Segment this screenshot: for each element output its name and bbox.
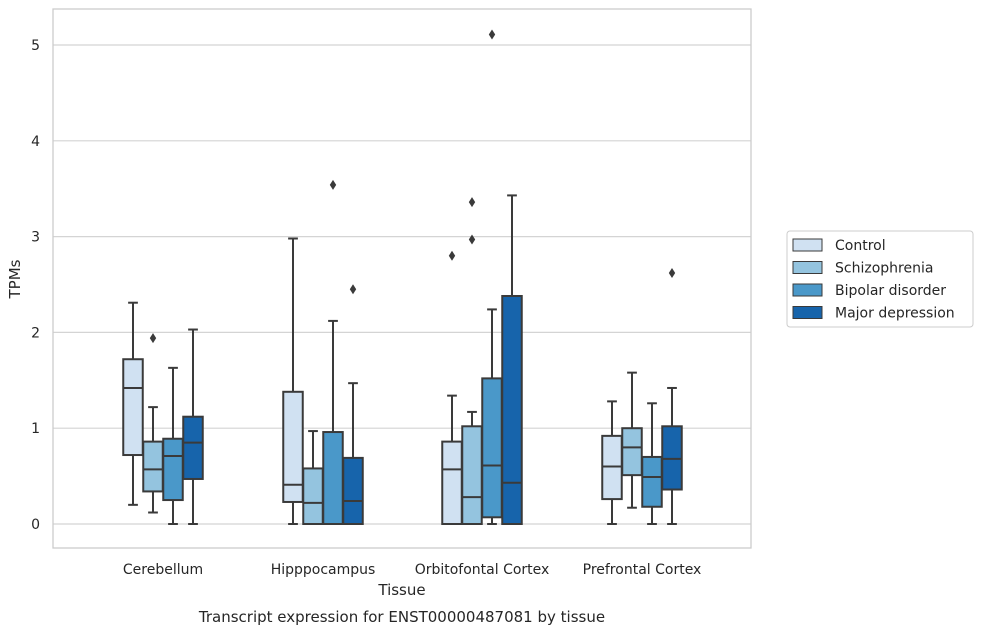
legend-label: Bipolar disorder [835, 283, 946, 299]
box-schizophrenia [302, 430, 324, 526]
y-tick-label: 0 [31, 517, 40, 533]
legend-swatch [792, 283, 823, 297]
outlier-point [349, 284, 357, 295]
box-major-depression [182, 328, 204, 525]
box-schizophrenia [461, 197, 483, 525]
box-body [342, 456, 364, 526]
box-control [282, 237, 304, 525]
x-tick-label: Hipppocampus [271, 562, 376, 578]
x-tick-label: Prefrontal Cortex [583, 562, 702, 578]
box-body [282, 390, 304, 503]
box-schizophrenia [142, 333, 164, 514]
legend-swatch [792, 261, 823, 274]
y-tick-label: 1 [31, 421, 40, 437]
outlier-point [668, 268, 676, 279]
box-body [182, 415, 204, 480]
box-major-depression [661, 268, 683, 525]
y-tick-label: 4 [31, 134, 40, 150]
box-body [621, 427, 643, 477]
box-bipolar-disorder [481, 29, 503, 525]
box-body [461, 425, 483, 525]
legend-label: Major depression [835, 306, 955, 322]
y-tick-labels: 0 1 2 3 4 5 [31, 38, 40, 533]
y-tick-label: 5 [31, 38, 40, 54]
x-tick-labels: Cerebellum Hipppocampus Orbitofontal Corte… [123, 562, 701, 578]
outlier-point [488, 29, 496, 40]
legend-frame [786, 230, 974, 328]
y-axis-title: TPMs [6, 259, 24, 299]
box-body [641, 455, 663, 508]
outlier-point [448, 250, 456, 261]
box-body [481, 377, 503, 519]
legend-swatch [792, 306, 823, 319]
chart-caption: Transcript expression for ENST0000048708… [198, 608, 605, 626]
y-tick-label: 3 [31, 230, 40, 246]
outlier-point [149, 333, 157, 344]
box-major-depression [501, 194, 523, 525]
box-bipolar-disorder [641, 402, 663, 525]
plot-area-frame [52, 8, 752, 549]
box-body [322, 431, 344, 526]
box-marks [122, 29, 683, 526]
grid-lines [53, 44, 751, 525]
legend-label: Schizophrenia [835, 261, 933, 277]
box-schizophrenia [621, 371, 643, 509]
box-bipolar-disorder [162, 366, 184, 525]
x-tick-label: Cerebellum [123, 562, 203, 578]
box-bipolar-disorder [322, 179, 344, 526]
box-control [441, 250, 463, 525]
legend-swatch [792, 238, 823, 252]
box-body [142, 440, 164, 493]
legend-label: Control [835, 238, 886, 254]
box-major-depression [342, 284, 364, 526]
x-tick-label: Orbitofontal Cortex [415, 562, 550, 578]
x-axis-title: Tissue [377, 581, 425, 599]
box-body [122, 358, 144, 457]
box-body [501, 294, 523, 525]
box-control [122, 301, 144, 506]
box-control [601, 400, 623, 525]
outlier-point [468, 197, 476, 208]
legend: Control Schizophrenia Bipolar disorder Majo… [786, 230, 974, 328]
box-body [441, 440, 463, 525]
y-tick-label: 2 [31, 325, 40, 341]
box-body [162, 437, 184, 502]
outlier-point [329, 179, 337, 190]
box-body [302, 467, 324, 526]
outlier-point [468, 234, 476, 245]
